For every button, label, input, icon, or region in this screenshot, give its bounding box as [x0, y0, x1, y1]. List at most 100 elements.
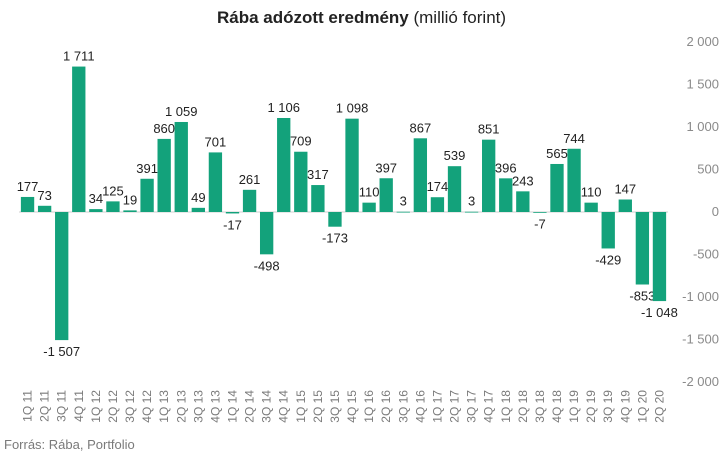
- bar-3Q-16: [396, 211, 410, 213]
- x-tick-label: 3Q 19: [601, 390, 615, 423]
- data-label: 397: [375, 160, 397, 175]
- bar-4Q-16: [413, 138, 428, 212]
- data-label: -1 048: [641, 305, 678, 320]
- bar-2Q-19: [584, 202, 598, 212]
- x-tick-label: 3Q 16: [396, 390, 410, 423]
- x-tick-label: 1Q 18: [499, 390, 513, 423]
- data-label: 125: [102, 183, 124, 198]
- bar-1Q-16: [362, 202, 376, 212]
- x-tick-label: 4Q 11: [72, 390, 86, 422]
- bar-3Q-19: [601, 212, 615, 249]
- data-label: 701: [205, 134, 227, 149]
- bar-3Q-12: [123, 210, 137, 212]
- chart-title: Rába adózott eredmény (millió forint): [0, 8, 723, 28]
- source-note: Forrás: Rába, Portfolio: [4, 437, 135, 452]
- bar-4Q-12: [140, 178, 154, 212]
- y-tick-label: -2 000: [682, 374, 719, 389]
- bar-3Q-11: [55, 212, 69, 341]
- x-tick-label: 3Q 12: [123, 390, 137, 423]
- data-label: 851: [478, 122, 500, 137]
- data-label: 860: [153, 121, 175, 136]
- bar-2Q-11: [37, 205, 52, 212]
- data-label: 744: [563, 131, 585, 146]
- y-tick-label: 2 000: [686, 34, 719, 49]
- x-tick-label: 2Q 16: [379, 390, 393, 423]
- x-tick-label: 2Q 12: [106, 390, 120, 423]
- data-label: 261: [239, 172, 261, 187]
- chart-title-bold: Rába adózott eredmény: [216, 8, 409, 27]
- bar-1Q-19: [567, 148, 581, 212]
- x-tick-label: 2Q 18: [516, 390, 530, 423]
- bar-2Q-16: [379, 178, 393, 212]
- x-tick-label: 3Q 15: [328, 390, 342, 423]
- bar-3Q-17: [464, 211, 479, 213]
- x-tick-label: 2Q 15: [311, 390, 325, 423]
- bar-3Q-14: [259, 212, 274, 255]
- bar-1Q-17: [430, 197, 445, 212]
- x-tick-label: 3Q 14: [260, 390, 274, 423]
- bar-3Q-13: [191, 207, 205, 212]
- x-tick-label: 1Q 16: [362, 390, 376, 423]
- bar-3Q-15: [328, 212, 342, 227]
- data-label: 396: [495, 160, 517, 175]
- bar-1Q-13: [157, 138, 171, 212]
- data-label: 565: [546, 146, 568, 161]
- chart-title-unit: (millió forint): [413, 8, 507, 27]
- data-label: -17: [223, 217, 242, 232]
- x-tick-label: 3Q 11: [55, 390, 69, 422]
- x-tick-label: 3Q 13: [191, 390, 205, 423]
- data-label: -853: [629, 289, 655, 304]
- bar-4Q-19: [618, 199, 632, 212]
- x-tick-label: 4Q 15: [345, 390, 359, 423]
- bar-1Q-15: [294, 151, 308, 212]
- data-label: 177: [17, 179, 39, 194]
- data-label: 110: [581, 185, 602, 200]
- x-tick-label: 1Q 20: [635, 390, 649, 423]
- x-tick-label: 4Q 14: [277, 390, 291, 423]
- bar-3Q-18: [533, 212, 547, 213]
- data-label: 1 106: [267, 100, 300, 115]
- data-label: 391: [136, 161, 158, 176]
- data-label: -173: [322, 231, 348, 246]
- data-label: -498: [254, 258, 280, 273]
- bar-4Q-13: [208, 152, 223, 212]
- x-tick-label: 4Q 18: [550, 390, 564, 423]
- data-label: 73: [37, 188, 51, 203]
- x-tick-label: 2Q 14: [243, 390, 257, 423]
- x-tick-label: 1Q 15: [294, 390, 308, 423]
- x-tick-label: 1Q 13: [157, 390, 171, 423]
- data-label: -1 507: [43, 344, 80, 359]
- bar-1Q-14: [225, 212, 240, 214]
- x-tick-label: 1Q 14: [225, 390, 239, 423]
- data-label: 147: [614, 182, 636, 197]
- bar-4Q-17: [482, 139, 496, 212]
- data-label: 539: [444, 148, 466, 163]
- x-tick-label: 4Q 12: [140, 390, 154, 423]
- data-label: 34: [89, 191, 103, 206]
- data-label: 1 098: [336, 101, 369, 116]
- bar-4Q-14: [277, 117, 291, 212]
- bar-4Q-15: [345, 118, 359, 212]
- data-label: 3: [400, 194, 407, 209]
- x-tick-label: 4Q 16: [413, 390, 427, 423]
- x-tick-label: 2Q 20: [652, 390, 666, 423]
- bar-4Q-18: [550, 163, 564, 212]
- data-label: 19: [123, 192, 137, 207]
- data-label: 49: [191, 190, 205, 205]
- data-label: 110: [359, 185, 380, 200]
- x-tick-label: 4Q 19: [618, 390, 632, 423]
- data-label: 317: [307, 167, 329, 182]
- x-tick-label: 1Q 17: [430, 390, 444, 423]
- bar-2Q-20: [652, 212, 667, 302]
- y-tick-label: 1 500: [686, 77, 719, 92]
- x-tick-label: 2Q 11: [38, 390, 52, 422]
- x-tick-label: 3Q 18: [533, 390, 547, 423]
- data-label: -429: [595, 252, 621, 267]
- y-tick-label: -500: [693, 247, 719, 262]
- data-label: 867: [410, 120, 432, 135]
- bar-1Q-12: [89, 209, 103, 212]
- bar-2Q-12: [106, 201, 120, 212]
- data-label: 1 711: [63, 49, 95, 64]
- bar-2Q-14: [242, 189, 257, 212]
- x-tick-label: 4Q 17: [482, 390, 496, 423]
